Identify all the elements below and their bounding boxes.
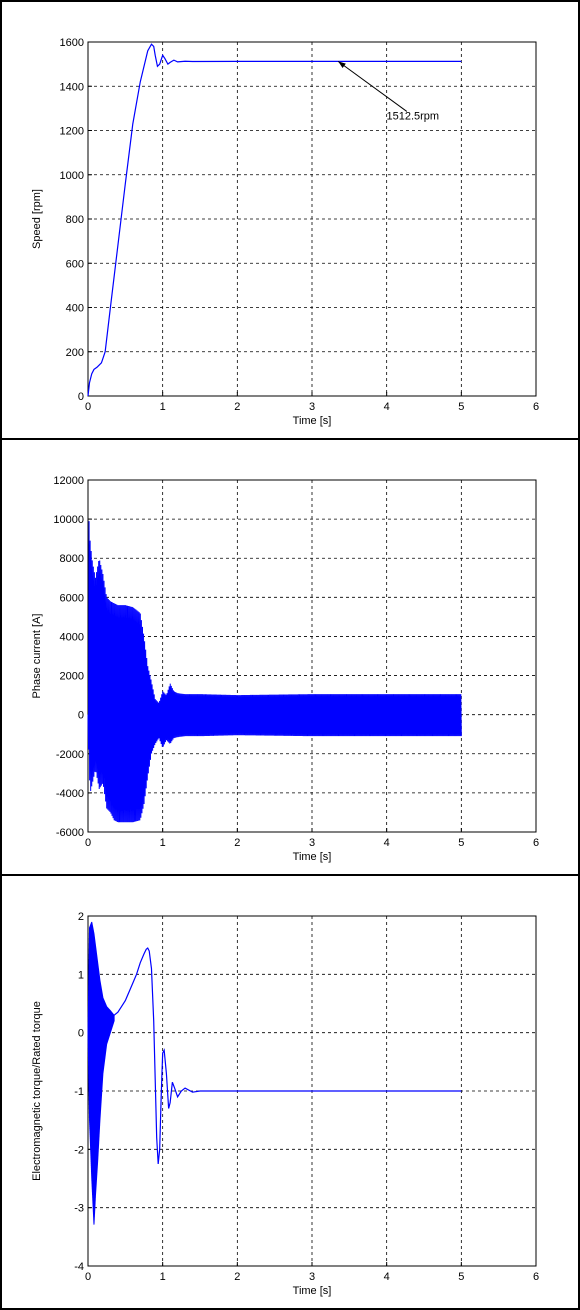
y-tick-label: 10000 <box>53 514 84 526</box>
series-line <box>87 921 115 1225</box>
x-tick-label: 0 <box>85 837 91 849</box>
x-axis-label: Time [s] <box>293 1285 332 1297</box>
y-tick-label: 1200 <box>60 126 84 138</box>
y-tick-label: 1400 <box>60 81 84 93</box>
x-tick-label: 4 <box>384 401 390 413</box>
x-axis-label: Time [s] <box>293 851 332 863</box>
x-tick-label: 5 <box>458 1271 464 1283</box>
y-tick-label: 12000 <box>53 475 84 487</box>
x-tick-label: 5 <box>458 401 464 413</box>
y-tick-label: -6000 <box>56 827 84 839</box>
x-tick-label: 2 <box>234 1271 240 1283</box>
annotation-arrow-head <box>338 61 346 69</box>
y-tick-label: 800 <box>66 214 84 226</box>
phase-current-chart-panel: 0 1 2 3 4 5 6 -6000 -4000 -2000 0 2000 4000 6000 8000 1… <box>0 438 580 876</box>
y-tick-label: 200 <box>66 347 84 359</box>
speed-chart-panel: 0 1 2 3 4 5 6 0 200 400 600 800 1000 1200 1400 1600 Time… <box>0 0 580 440</box>
x-tick-label: 6 <box>533 837 539 849</box>
series-line <box>87 521 462 823</box>
y-axis-label: Speed [rpm] <box>31 189 43 249</box>
x-tick-label: 4 <box>384 837 390 849</box>
y-tick-label: -4 <box>74 1261 84 1273</box>
series-line <box>87 43 462 397</box>
y-tick-label: 6000 <box>60 592 84 604</box>
y-tick-label: -2000 <box>56 749 84 761</box>
phase-current-chart: 0 1 2 3 4 5 6 -6000 -4000 -2000 0 2000 4000 6000 8000 1… <box>31 475 539 863</box>
y-axis-label: Phase current [A] <box>31 614 43 699</box>
x-tick-label: 3 <box>309 837 315 849</box>
speed-chart: 0 1 2 3 4 5 6 0 200 400 600 800 1000 1200 1400 1600 Time… <box>31 37 539 427</box>
y-tick-label: 2 <box>78 911 84 923</box>
x-tick-label: 2 <box>234 401 240 413</box>
x-tick-label: 5 <box>458 837 464 849</box>
x-tick-label: 3 <box>309 1271 315 1283</box>
y-tick-label: 0 <box>78 391 84 403</box>
x-tick-label: 0 <box>85 1271 91 1283</box>
x-tick-label: 6 <box>533 1271 539 1283</box>
y-tick-label: -3 <box>74 1203 84 1215</box>
y-tick-label: 1600 <box>60 37 84 49</box>
y-tick-label: 4000 <box>60 631 84 643</box>
x-axis-label: Time [s] <box>293 415 332 427</box>
torque-chart: 0 1 2 3 4 5 6 -4 -3 -2 -1 0 1 2 Time [s] Electromagneti… <box>31 911 539 1297</box>
x-tick-label: 2 <box>234 837 240 849</box>
x-tick-label: 1 <box>160 401 166 413</box>
annotation-label: 1512.5rpm <box>387 110 440 122</box>
y-tick-label: 600 <box>66 258 84 270</box>
y-tick-label: 8000 <box>60 553 84 565</box>
y-tick-label: 1000 <box>60 170 84 182</box>
x-tick-label: 1 <box>160 837 166 849</box>
x-tick-label: 4 <box>384 1271 390 1283</box>
annotation-arrow-line <box>337 60 408 112</box>
y-tick-label: 1 <box>78 969 84 981</box>
x-tick-label: 0 <box>85 401 91 413</box>
y-axis-label: Electromagnetic torque/Rated torque <box>31 1001 43 1181</box>
y-tick-label: 2000 <box>60 671 84 683</box>
y-tick-label: -2 <box>74 1144 84 1156</box>
x-tick-label: 6 <box>533 401 539 413</box>
series-line <box>113 947 462 1164</box>
torque-chart-panel: 0 1 2 3 4 5 6 -4 -3 -2 -1 0 1 2 Time [s] Electromagneti… <box>0 874 580 1310</box>
y-tick-label: -4000 <box>56 788 84 800</box>
y-tick-label: 0 <box>78 710 84 722</box>
y-tick-label: 400 <box>66 303 84 315</box>
x-tick-label: 3 <box>309 401 315 413</box>
y-tick-label: 0 <box>78 1028 84 1040</box>
y-tick-label: -1 <box>74 1086 84 1098</box>
x-tick-label: 1 <box>160 1271 166 1283</box>
